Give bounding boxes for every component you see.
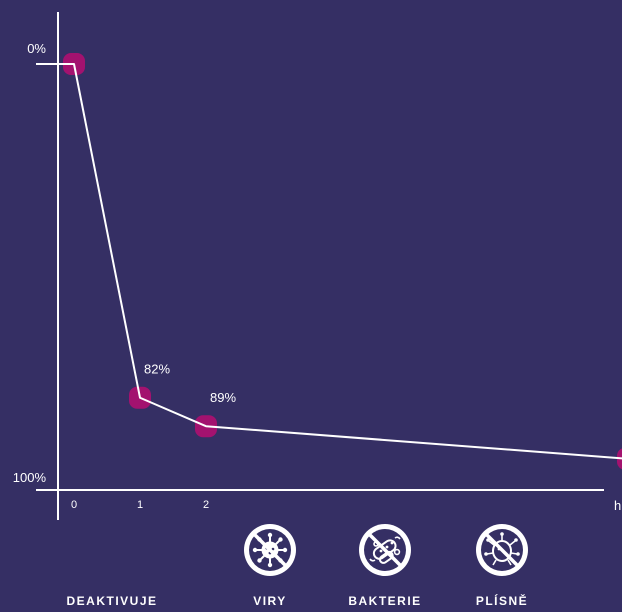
data-label: 89%	[210, 390, 236, 405]
y-tick-bottom: 100%	[13, 470, 47, 485]
deactivation-chart: 0% 100% h 82%89%97%0126	[13, 12, 622, 520]
x-tick-label: 2	[203, 499, 209, 511]
label-viry: VIRY	[253, 594, 287, 608]
series-line	[36, 63, 622, 460]
x-unit-label: h	[614, 498, 621, 513]
footer: DEAKTIVUJE VIRY	[0, 518, 622, 612]
data-label: 82%	[144, 362, 170, 377]
no-virus-icon	[242, 522, 298, 578]
label-plisne: PLÍSNĚ	[475, 594, 529, 608]
no-bacteria-icon	[357, 522, 413, 578]
label-bakterie: BAKTERIE	[348, 594, 422, 608]
x-tick-label: 1	[137, 499, 143, 511]
y-tick-top: 0%	[27, 41, 46, 56]
no-mold-icon	[474, 522, 530, 578]
deactivate-label: DEAKTIVUJE	[66, 594, 158, 608]
chart-marks: 82%89%97%0126	[36, 53, 622, 511]
x-tick-label: 0	[71, 499, 77, 511]
